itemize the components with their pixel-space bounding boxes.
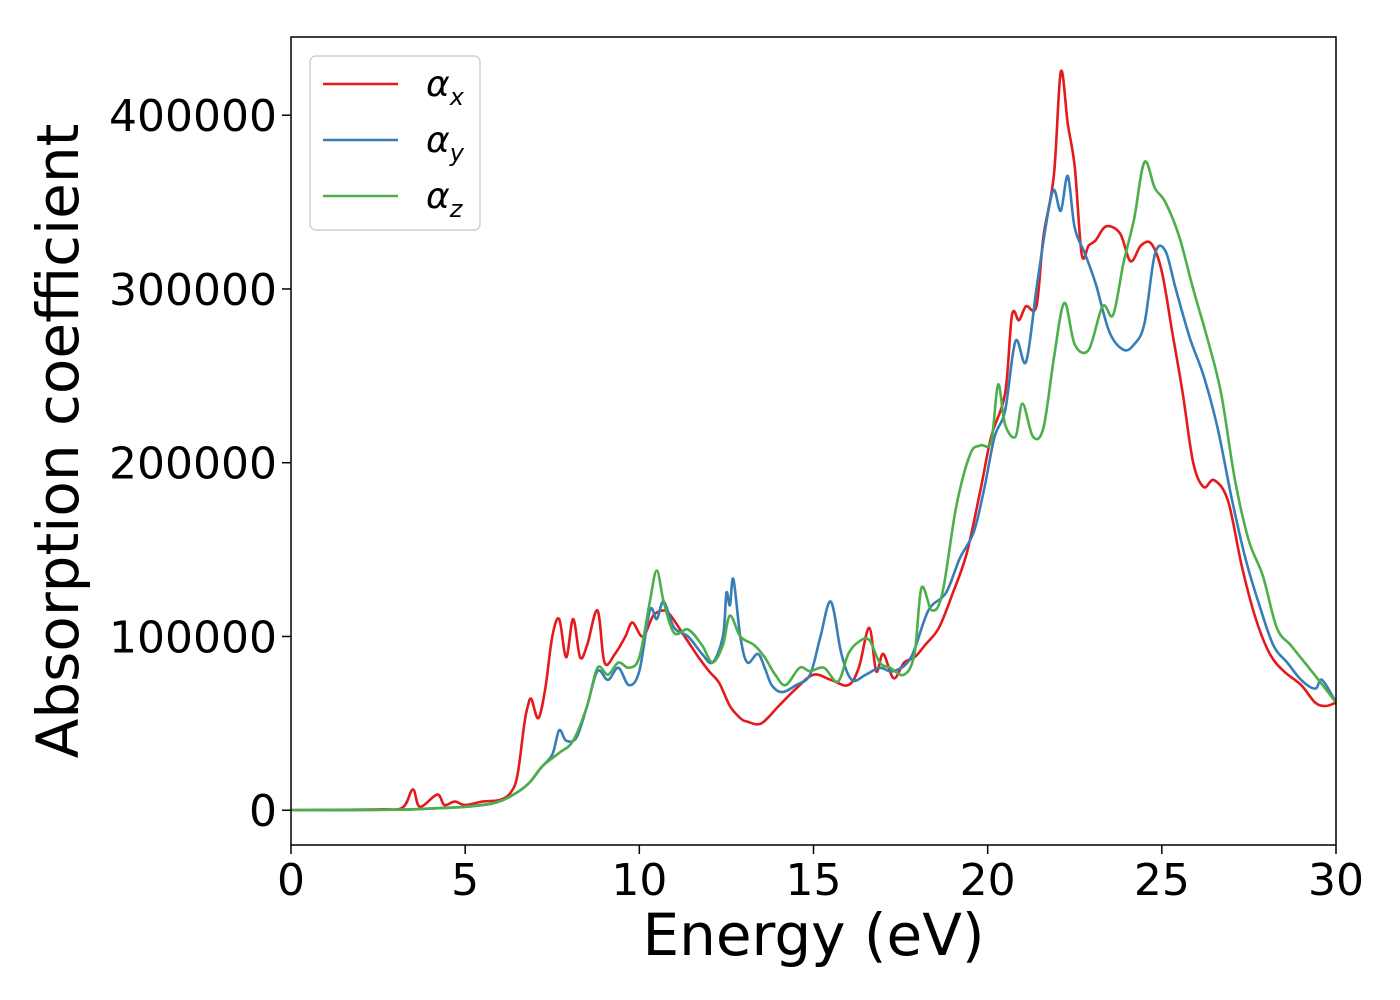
- x-tick-label: 30: [1308, 855, 1364, 906]
- legend-label-subscript: x: [449, 83, 465, 111]
- legend-label-subscript: y: [449, 139, 465, 167]
- x-tick-label: 25: [1134, 855, 1190, 906]
- series-line-x: [290, 69, 1337, 812]
- legend-label-base: α: [426, 64, 450, 105]
- x-axis-label: Energy (eV): [642, 901, 984, 969]
- legend-label-subscript: z: [449, 195, 464, 223]
- x-tick-label: 10: [611, 855, 667, 906]
- y-axis-ticks: 0 100000 200000 300000 400000: [109, 91, 291, 837]
- x-tick-label: 5: [451, 855, 479, 906]
- legend-label-base: α: [426, 120, 450, 161]
- x-tick-label: 15: [786, 855, 842, 906]
- y-tick-label: 400000: [109, 91, 277, 142]
- series-layer: [290, 69, 1338, 812]
- x-axis-ticks: 0 5 10 15 20 25 30: [277, 845, 1364, 906]
- x-tick-label: 20: [960, 855, 1016, 906]
- legend-label-z: αz: [426, 176, 464, 223]
- legend-label-base: α: [426, 176, 450, 217]
- y-axis-label: Absorption coefficient: [24, 124, 92, 759]
- series-line-z: [290, 160, 1338, 812]
- legend-box: [309, 55, 481, 231]
- y-tick-label: 0: [249, 786, 277, 837]
- legend-label-y: αy: [426, 120, 465, 167]
- y-tick-label: 200000: [109, 439, 277, 490]
- series-line-y: [290, 174, 1338, 812]
- y-tick-label: 300000: [109, 265, 277, 316]
- x-tick-label: 0: [277, 855, 305, 906]
- y-tick-label: 100000: [109, 612, 277, 663]
- legend-label-x: αx: [426, 64, 465, 111]
